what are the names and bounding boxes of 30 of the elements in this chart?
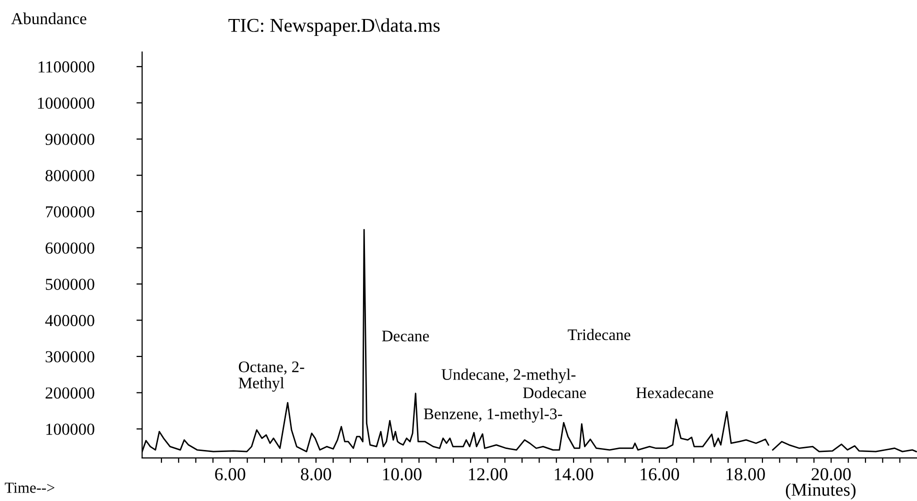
y-tick-label: 600000 <box>46 242 94 254</box>
y-tick-label: 400000 <box>45 314 94 326</box>
y-tick-label: 1000000 <box>38 98 94 109</box>
annotation: Decane <box>382 330 429 342</box>
x-axis-title: Time--> <box>4 482 54 493</box>
x-tick-label: 18.00 <box>726 468 765 480</box>
y-tick-label: 700000 <box>46 206 94 218</box>
annotation: Dodecane <box>523 386 586 398</box>
x-tick-label: 14.00 <box>554 468 594 480</box>
x-tick-label: 12.00 <box>468 468 508 480</box>
y-tick-label: 800000 <box>46 170 94 182</box>
y-tick-label: 300000 <box>46 351 94 362</box>
annotation: Tridecane <box>568 328 630 340</box>
y-tick-label: 100000 <box>46 424 94 435</box>
annotation: Octane, 2- Methyl <box>238 362 304 392</box>
x-tick-label: 20.00 <box>812 468 851 480</box>
x-tick-label: 16.00 <box>640 468 680 480</box>
x-tick-label: 10.00 <box>383 468 422 480</box>
x-tick-label: 6.00 <box>215 468 246 480</box>
y-tick-label: 500000 <box>46 278 94 290</box>
x-tick-label: 8.00 <box>300 468 332 480</box>
y-axis-title: Abundance <box>11 12 86 24</box>
y-tick-label: 900000 <box>45 134 94 146</box>
annotation: Benzene, 1-methyl-3- <box>424 408 562 423</box>
text: (Minutes) <box>786 483 856 500</box>
y-tick-label: 200000 <box>46 387 94 399</box>
y-tick-label: 1100000 <box>38 61 94 73</box>
chart-title: TIC: Newspaper.D\data.ms <box>228 18 440 36</box>
annotation: Undecane, 2-methyl- <box>442 368 576 384</box>
annotation: Hexadecane <box>636 386 714 398</box>
